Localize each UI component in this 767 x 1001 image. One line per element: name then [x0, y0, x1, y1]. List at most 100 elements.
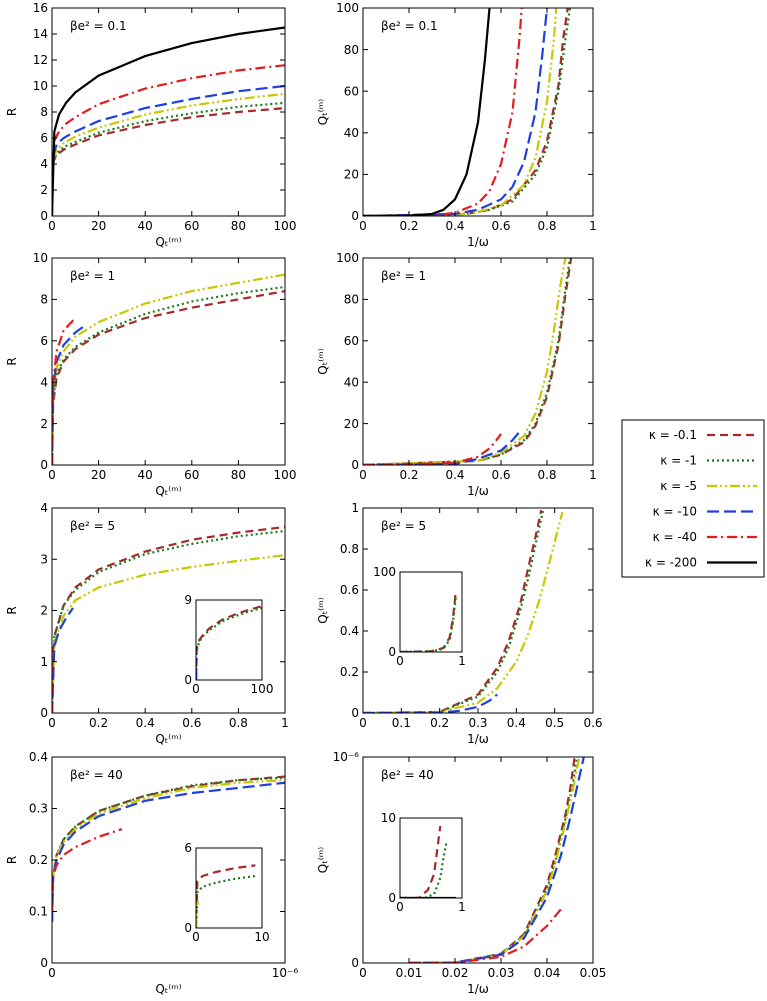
- x-tick-label: 0.4: [136, 716, 155, 730]
- x-tick-label: 0: [359, 966, 367, 980]
- x-axis-label: Qₜ⁽ᵐ⁾: [155, 982, 181, 996]
- y-tick-label: 80: [344, 293, 359, 307]
- x-tick-label: 0.8: [537, 219, 556, 233]
- y-tick-label: 0.8: [340, 542, 359, 556]
- y-tick-label: 8: [40, 293, 48, 307]
- x-tick-label: 10: [254, 930, 269, 944]
- plot-frame: [363, 508, 593, 713]
- y-tick-label: 40: [344, 375, 359, 389]
- y-tick-label: 0: [40, 458, 48, 472]
- y-tick-label: 20: [344, 417, 359, 431]
- curve: [409, 909, 561, 963]
- y-tick-label: 0: [351, 956, 359, 970]
- x-tick-label: 0: [192, 930, 200, 944]
- x-tick-label: 0: [48, 219, 56, 233]
- y-tick-label: 0: [351, 706, 359, 720]
- curve: [54, 65, 285, 140]
- legend-label: κ = -1: [660, 454, 697, 468]
- y-tick-label: 10: [381, 811, 396, 825]
- y-tick-label: 0.1: [29, 905, 48, 919]
- y-axis-label: R: [5, 108, 19, 116]
- x-tick-label: 1: [458, 654, 466, 668]
- plot-area: [52, 275, 285, 465]
- y-tick-label: 100: [336, 251, 359, 265]
- x-tick-label: 80: [231, 219, 246, 233]
- x-tick-label: 1: [589, 219, 597, 233]
- legend-label: κ = -40: [653, 530, 697, 544]
- y-tick-label: 3: [40, 552, 48, 566]
- y-tick-label: 6: [40, 334, 48, 348]
- y-tick-label: 12: [33, 53, 48, 67]
- x-tick-label: 0.03: [488, 966, 515, 980]
- x-tick-label: 0: [359, 219, 367, 233]
- x-tick-label: 0: [359, 468, 367, 482]
- x-tick-label: 0.2: [89, 716, 108, 730]
- curve: [53, 86, 285, 156]
- y-tick-label: 16: [33, 1, 48, 15]
- x-tick-label: 100: [274, 468, 297, 482]
- y-tick-label: 10: [33, 251, 48, 265]
- panel-annotation: βe² = 1: [381, 269, 426, 283]
- curve: [52, 108, 285, 216]
- x-tick-label: 100: [251, 682, 274, 696]
- x-tick-label: 0: [48, 966, 56, 980]
- y-tick-label: 0: [184, 673, 192, 687]
- x-tick-label: 1: [281, 716, 289, 730]
- y-tick-label: 4: [40, 501, 48, 515]
- curve: [52, 103, 285, 216]
- legend-label: κ = -10: [653, 505, 697, 519]
- x-axis-label: 1/ω: [467, 235, 489, 249]
- legend-box: [622, 420, 764, 577]
- y-tick-label: 1: [351, 501, 359, 515]
- plot-frame: [363, 8, 593, 216]
- x-tick-label: 60: [184, 219, 199, 233]
- y-axis-label: Qₜ⁽ᵐ⁾: [316, 847, 330, 873]
- y-tick-label: 0: [184, 921, 192, 935]
- x-tick-label: 1: [458, 900, 466, 914]
- x-tick-label: 0.8: [537, 468, 556, 482]
- panel-annotation: βe² = 0.1: [70, 19, 127, 33]
- y-tick-label: 0: [388, 891, 396, 905]
- y-tick-label: 0.6: [340, 583, 359, 597]
- x-tick-label: 20: [91, 468, 106, 482]
- x-axis-label: Qₜ⁽ᵐ⁾: [155, 484, 181, 498]
- y-tick-label: 0: [40, 706, 48, 720]
- y-tick-label: 100: [336, 1, 359, 15]
- curve: [52, 608, 73, 713]
- y-tick-label: 80: [344, 43, 359, 57]
- y-tick-label: 10: [33, 79, 48, 93]
- legend-label: κ = -5: [660, 479, 697, 493]
- y-tick-label: 60: [344, 334, 359, 348]
- x-tick-label: 0: [192, 682, 200, 696]
- y-tick-label: 0.2: [29, 853, 48, 867]
- y-tick-label: 6: [184, 841, 192, 855]
- x-tick-label: 0.6: [491, 468, 510, 482]
- curve: [53, 94, 285, 159]
- curve: [363, 432, 519, 465]
- y-tick-label: 2: [40, 417, 48, 431]
- x-tick-label: 10⁻⁶: [272, 966, 299, 980]
- panel-annotation: βe² = 1: [70, 269, 115, 283]
- inset-background: [196, 600, 262, 680]
- y-tick-label: 0: [351, 458, 359, 472]
- curve: [363, 258, 571, 465]
- x-tick-label: 0: [48, 468, 56, 482]
- x-tick-label: 0.02: [442, 966, 469, 980]
- y-tick-label: 8: [40, 105, 48, 119]
- y-tick-label: 0.4: [29, 750, 48, 764]
- y-tick-label: 2: [40, 183, 48, 197]
- y-tick-label: 0: [40, 956, 48, 970]
- panel-annotation: βe² = 40: [70, 768, 123, 782]
- x-tick-label: 0.05: [580, 966, 607, 980]
- x-tick-label: 0.3: [468, 716, 487, 730]
- y-tick-label: 0: [351, 209, 359, 223]
- x-tick-label: 0.4: [445, 219, 464, 233]
- y-tick-label: 10⁻⁶: [333, 750, 360, 764]
- x-tick-label: 0: [396, 654, 404, 668]
- y-tick-label: 0.3: [29, 802, 48, 816]
- x-tick-label: 0.6: [583, 716, 602, 730]
- y-axis-label: R: [5, 606, 19, 614]
- x-tick-label: 0.2: [430, 716, 449, 730]
- y-tick-label: 0.4: [340, 624, 359, 638]
